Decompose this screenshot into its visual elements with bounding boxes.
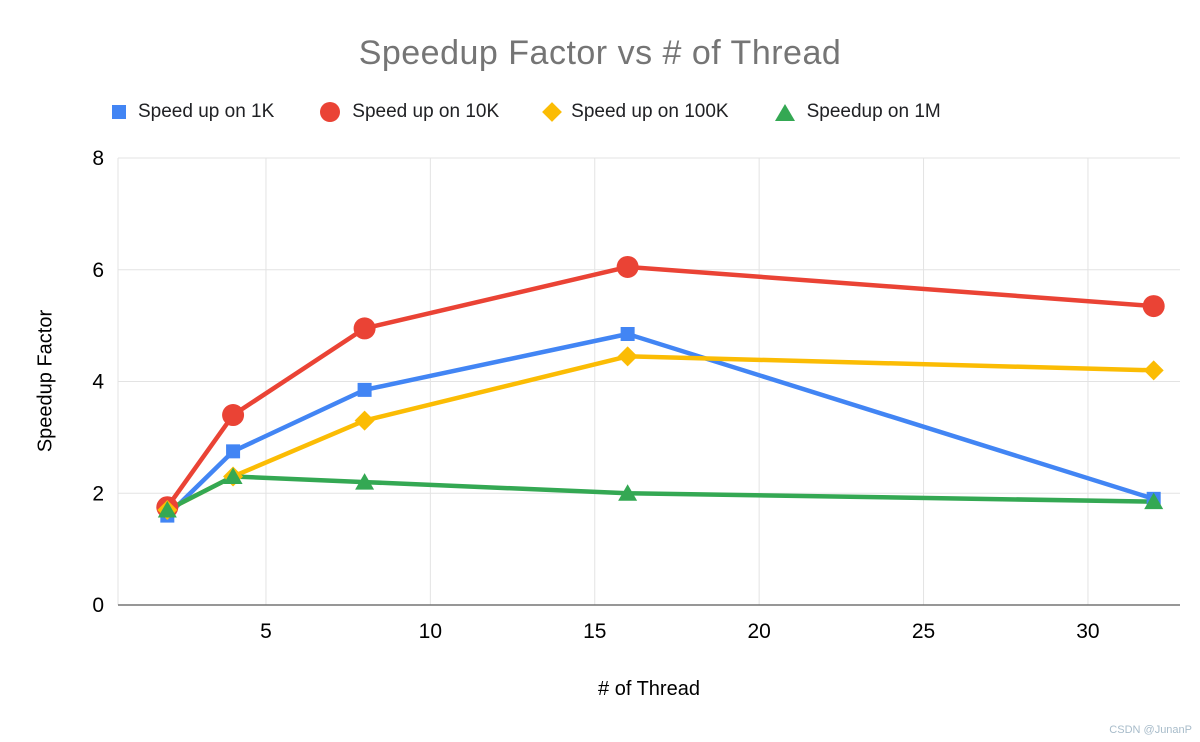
data-point	[355, 473, 375, 490]
data-point	[616, 255, 639, 278]
watermark: CSDN @JunanP	[1109, 724, 1192, 736]
y-tick-label: 4	[92, 371, 104, 394]
data-point	[353, 317, 376, 340]
square-marker-icon	[112, 105, 126, 119]
data-point	[226, 444, 241, 459]
y-axis-title: Speedup Factor	[34, 309, 57, 453]
data-point	[357, 382, 372, 397]
x-axis-title: # of Thread	[598, 678, 700, 700]
data-point	[223, 467, 243, 484]
y-tick-label: 0	[92, 594, 104, 617]
chart-title: Speedup Factor vs # of Thread	[358, 34, 842, 72]
legend-label-1m: Speedup on 1M	[806, 101, 941, 122]
legend-item-1k: Speed up on 1K	[112, 101, 274, 123]
y-tick-label: 6	[92, 259, 104, 282]
legend-label-1k: Speed up on 1K	[138, 101, 275, 122]
y-tick-label: 8	[92, 147, 104, 170]
x-tick-label: 25	[912, 620, 935, 643]
data-point	[617, 346, 638, 367]
data-point	[1144, 492, 1164, 510]
x-tick-label: 20	[747, 620, 770, 643]
legend-item-1m: Speedup on 1M	[774, 101, 941, 123]
legend-label-10k: Speed up on 10K	[352, 101, 500, 122]
x-tick-label: 10	[419, 620, 442, 643]
data-point	[354, 410, 375, 431]
y-tick-label: 2	[92, 482, 104, 505]
data-point	[1143, 360, 1164, 381]
series-line	[165, 264, 1156, 510]
circle-marker-icon	[320, 102, 341, 122]
legend-item-100k: Speed up on 100K	[542, 101, 729, 123]
x-tick-label: 5	[260, 620, 272, 643]
series-line	[165, 354, 1156, 513]
x-tick-label: 15	[583, 620, 606, 643]
data-point	[157, 501, 177, 518]
data-point	[618, 484, 638, 501]
chart-legend: Speed up on 1K Speed up on 10K Speed up …	[112, 101, 941, 123]
legend-label-100k: Speed up on 100K	[571, 101, 729, 122]
x-tick-label: 30	[1076, 620, 1099, 643]
data-point	[1142, 295, 1165, 318]
triangle-marker-icon	[774, 103, 795, 121]
data-point	[620, 327, 635, 342]
data-point	[222, 404, 245, 427]
legend-item-10k: Speed up on 10K	[320, 101, 499, 123]
